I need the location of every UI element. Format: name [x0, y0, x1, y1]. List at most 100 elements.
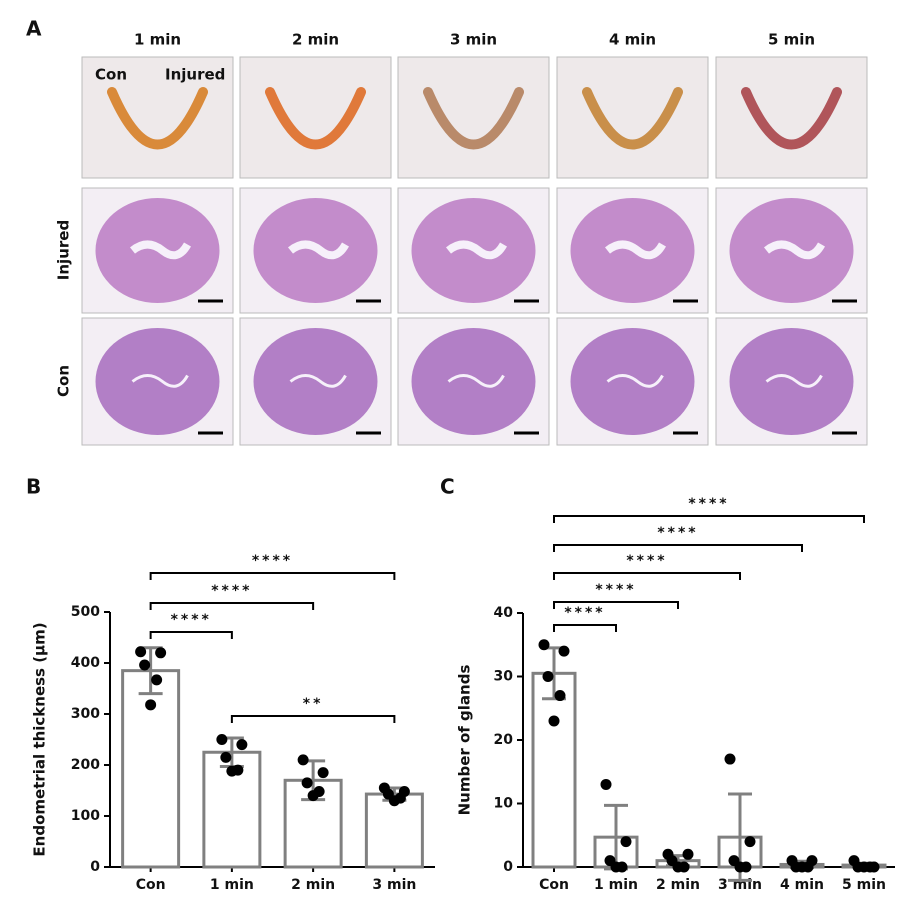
uterus — [423, 87, 524, 150]
bar — [364, 792, 424, 869]
significance-bracket — [149, 631, 233, 639]
tissue — [570, 328, 695, 435]
data-point — [796, 861, 808, 873]
data-point — [307, 790, 319, 802]
data-point — [538, 639, 550, 651]
data-point — [542, 671, 554, 682]
data-point — [388, 795, 400, 807]
data-point — [620, 836, 632, 848]
y-tick-label: 400 — [71, 655, 100, 671]
significance-label: **** — [595, 582, 636, 598]
significance-bracket — [149, 572, 396, 580]
data-point — [682, 848, 694, 860]
lumen — [447, 374, 505, 388]
image-frame — [397, 56, 550, 179]
significance-label: **** — [171, 612, 212, 628]
y-tick-label: 10 — [494, 796, 514, 812]
significance-label: **** — [564, 605, 605, 621]
column-header: 4 min — [609, 31, 656, 49]
data-point — [672, 861, 684, 873]
data-point — [610, 861, 622, 873]
data-point — [734, 861, 746, 873]
lumen — [765, 374, 823, 388]
data-point — [220, 751, 232, 763]
y-tick-label: 30 — [494, 669, 514, 685]
column-header: 1 min — [134, 31, 181, 49]
uterus — [265, 87, 366, 150]
significance-bracket — [553, 544, 803, 552]
data-point — [600, 778, 612, 790]
bar — [531, 671, 577, 869]
significance-label: **** — [657, 525, 698, 541]
x-tick-label: 1 min — [594, 877, 638, 893]
image-frame — [239, 56, 392, 179]
x-tick-label: 2 min — [291, 877, 335, 893]
x-tick-label: 3 min — [372, 877, 416, 893]
significance-bracket — [149, 602, 315, 610]
data-point — [317, 767, 329, 779]
significance-label: ** — [303, 696, 324, 712]
image-frame — [715, 56, 868, 179]
y-tick-label: 40 — [494, 605, 514, 621]
significance-label: **** — [252, 553, 293, 569]
x-tick-label: Con — [539, 877, 569, 893]
lumen — [131, 374, 189, 388]
data-point — [297, 754, 309, 766]
lumen — [606, 374, 664, 388]
column-header: 2 min — [292, 31, 339, 49]
row-label: Con — [55, 365, 73, 397]
image-frame — [556, 56, 709, 179]
data-point — [724, 753, 736, 765]
lumen — [446, 240, 507, 260]
data-point — [744, 836, 756, 848]
photo-label: Injured — [165, 66, 225, 84]
y-tick-label: 500 — [71, 604, 100, 620]
data-point — [155, 647, 167, 659]
lumen — [289, 374, 347, 388]
significance-bracket — [553, 572, 741, 580]
data-point — [139, 659, 151, 671]
data-point — [226, 765, 238, 777]
data-point — [145, 699, 157, 711]
y-axis-label: Number of glands — [456, 665, 474, 816]
significance-bracket — [553, 601, 679, 609]
data-point — [558, 645, 570, 657]
panel-label: B — [26, 475, 41, 499]
panel-label: C — [440, 475, 455, 499]
data-point — [236, 739, 248, 751]
data-point — [554, 690, 566, 702]
significance-label: **** — [626, 553, 667, 569]
significance-bracket — [553, 515, 865, 523]
image-frame — [81, 56, 234, 179]
x-tick-label: Con — [136, 877, 166, 893]
data-point — [135, 646, 147, 658]
y-tick-label: 0 — [503, 859, 513, 875]
column-header: 5 min — [768, 31, 815, 49]
data-point — [216, 734, 228, 745]
data-point — [301, 777, 313, 789]
row-label: Injured — [55, 220, 73, 280]
uterus — [582, 87, 683, 150]
data-point — [858, 861, 870, 873]
lumen — [605, 240, 666, 260]
significance-label: **** — [688, 496, 729, 512]
x-tick-label: 1 min — [210, 877, 254, 893]
data-point — [548, 715, 560, 727]
tissue — [95, 328, 220, 435]
tissue — [253, 328, 378, 435]
uterus — [107, 87, 208, 150]
y-tick-label: 0 — [90, 859, 100, 875]
photo-label: Con — [95, 66, 127, 84]
panel-label: A — [26, 17, 42, 41]
tissue — [411, 328, 536, 435]
column-header: 3 min — [450, 31, 497, 49]
x-tick-label: 5 min — [842, 877, 886, 893]
tissue — [729, 328, 854, 435]
lumen — [130, 240, 191, 260]
y-tick-label: 20 — [494, 732, 514, 748]
x-tick-label: 4 min — [780, 877, 824, 893]
y-tick-label: 100 — [71, 808, 100, 824]
y-axis-label: Endometrial thickness (μm) — [31, 622, 49, 856]
significance-bracket — [230, 715, 396, 723]
